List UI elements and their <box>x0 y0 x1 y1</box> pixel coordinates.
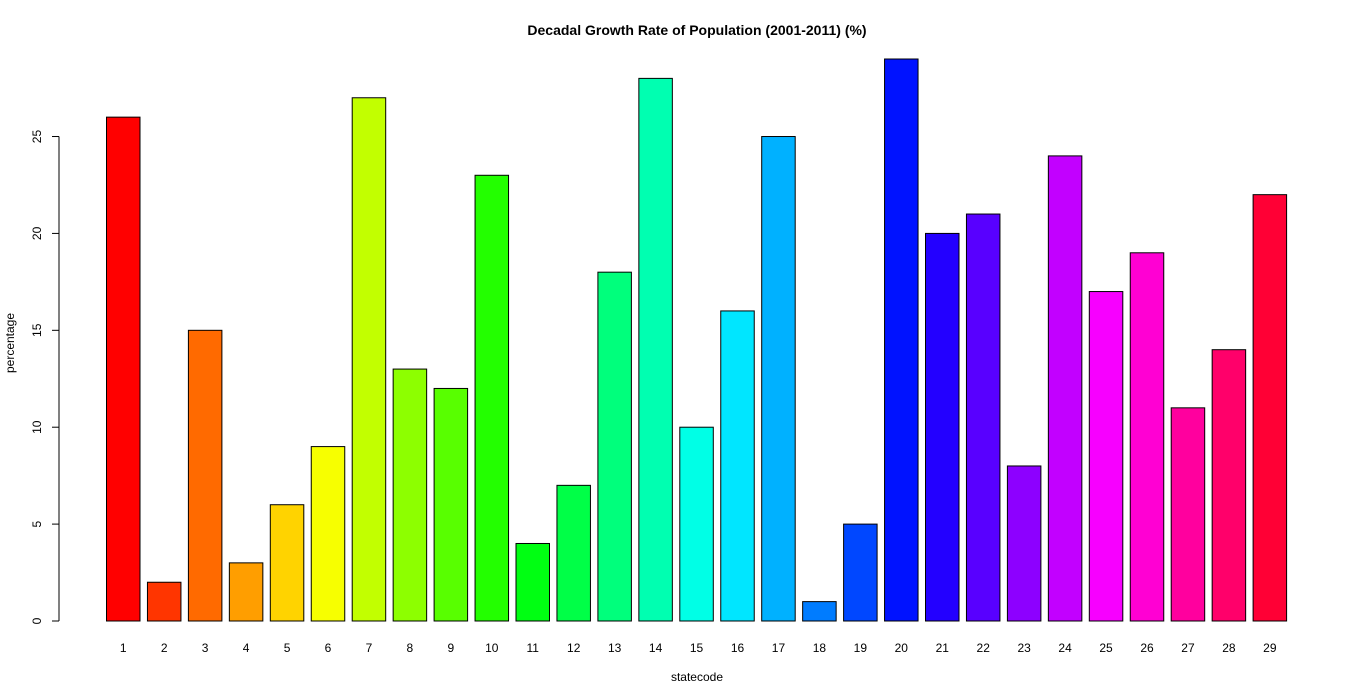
x-tick-label: 7 <box>366 641 373 655</box>
x-tick-label: 5 <box>284 641 291 655</box>
bar-29 <box>1252 194 1288 622</box>
bar-19 <box>843 523 878 622</box>
x-tick-label: 19 <box>854 641 868 655</box>
bar-4 <box>228 562 264 622</box>
bar-7 <box>351 97 387 622</box>
x-tick-label: 22 <box>977 641 991 655</box>
x-tick-label: 3 <box>202 641 209 655</box>
x-tick-label: 6 <box>325 641 332 655</box>
x-tick-label: 29 <box>1263 641 1277 655</box>
bar-26 <box>1129 252 1165 622</box>
bar-24 <box>1047 155 1083 622</box>
bar-23 <box>1006 465 1042 622</box>
x-axis-title: statecode <box>671 670 723 684</box>
bar-22 <box>965 213 1001 622</box>
x-tick-label: 10 <box>485 641 499 655</box>
x-tick-label: 28 <box>1222 641 1236 655</box>
bars <box>106 58 1288 622</box>
bar-16 <box>720 310 755 622</box>
x-tick-label: 27 <box>1181 641 1195 655</box>
bar-17 <box>761 136 796 622</box>
x-tick-label: 25 <box>1099 641 1113 655</box>
x-tick-label: 23 <box>1017 641 1031 655</box>
x-tick-label: 1 <box>120 641 127 655</box>
x-tick-label: 15 <box>690 641 704 655</box>
bar-21 <box>925 232 960 622</box>
x-tick-label: 21 <box>936 641 950 655</box>
bar-2 <box>146 581 182 622</box>
y-tick-label: 10 <box>30 420 44 434</box>
x-tick-label: 24 <box>1058 641 1072 655</box>
bar-15 <box>679 426 714 622</box>
y-axis-title: percentage <box>3 313 17 373</box>
x-tick-labels: 1 2 3 4 5 6 7 8 9 10 11 12 13 14 15 16 17 18 19 20 21 22 23 24 2… <box>120 641 1277 655</box>
y-tick-label: 15 <box>30 323 44 337</box>
x-tick-label: 14 <box>649 641 663 655</box>
x-tick-label: 12 <box>567 641 581 655</box>
bar-14 <box>638 77 673 622</box>
y-tick-label: 20 <box>30 226 44 240</box>
bar-11 <box>515 542 550 622</box>
x-tick-label: 16 <box>731 641 745 655</box>
bar-6 <box>310 446 346 622</box>
bar-27 <box>1170 407 1206 622</box>
y-axis: 0 5 10 15 20 25 <box>30 130 60 624</box>
bar-5 <box>269 504 305 622</box>
bar-3 <box>187 329 223 622</box>
y-tick-label: 25 <box>30 130 44 144</box>
x-tick-label: 13 <box>608 641 622 655</box>
x-tick-label: 17 <box>772 641 786 655</box>
x-tick-label: 18 <box>813 641 827 655</box>
x-tick-label: 2 <box>161 641 168 655</box>
bar-28 <box>1211 349 1247 622</box>
bar-13 <box>597 271 632 622</box>
bar-10 <box>474 174 510 622</box>
x-tick-label: 9 <box>448 641 455 655</box>
bar-12 <box>556 484 591 622</box>
y-tick-label: 5 <box>30 520 44 527</box>
bar-1 <box>106 116 141 622</box>
x-tick-label: 20 <box>895 641 909 655</box>
x-tick-label: 4 <box>243 641 250 655</box>
bar-9 <box>433 387 469 622</box>
bar-25 <box>1088 291 1124 622</box>
y-tick-label: 0 <box>30 617 44 624</box>
bar-8 <box>392 368 428 622</box>
bar-18 <box>802 601 837 622</box>
bar-20 <box>884 58 919 622</box>
x-tick-label: 8 <box>407 641 414 655</box>
chart-title: Decadal Growth Rate of Population (2001-… <box>527 22 866 38</box>
x-tick-label: 26 <box>1140 641 1154 655</box>
x-tick-label: 11 <box>527 641 540 655</box>
